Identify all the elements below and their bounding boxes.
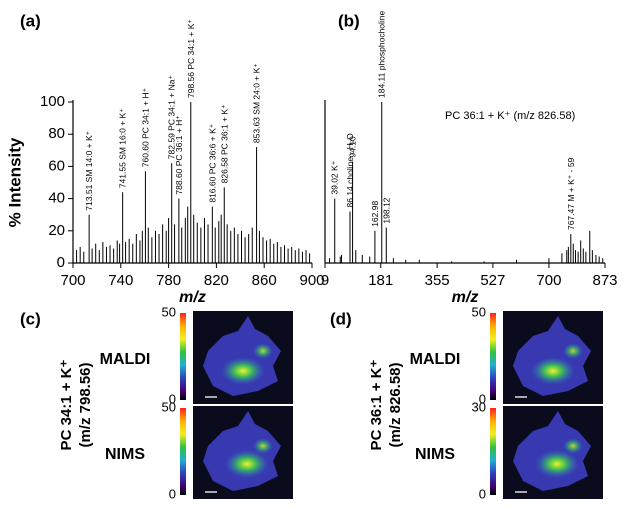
ion-label: PC 34:1 + K⁺ bbox=[58, 359, 75, 450]
y-tick-label: 100 bbox=[40, 93, 65, 110]
panel-label: (b) bbox=[338, 11, 360, 30]
x-tick-label: 820 bbox=[204, 272, 229, 289]
colorbar-label: 0 bbox=[169, 486, 176, 501]
colorbar-label: 0 bbox=[479, 486, 486, 501]
colorbar-label: 30 bbox=[472, 399, 486, 414]
colorbar-label: 50 bbox=[162, 304, 176, 319]
x-tick-label: 9 bbox=[321, 272, 329, 289]
method-label: MALDI bbox=[410, 351, 461, 368]
colorbar bbox=[180, 408, 186, 495]
peak-annotation: 767.47 M + K⁺ - 59 bbox=[566, 157, 576, 230]
peak-annotation: 782.59 PC 34:1 + Na⁺ bbox=[167, 75, 177, 160]
x-tick-label: 527 bbox=[480, 272, 505, 289]
ion-mz-label: (m/z 826.58) bbox=[387, 362, 404, 447]
hotspot bbox=[535, 450, 579, 478]
hotspot bbox=[221, 357, 265, 385]
x-tick-label: 780 bbox=[156, 272, 181, 289]
hotspot bbox=[563, 438, 583, 454]
x-tick-label: 355 bbox=[425, 272, 450, 289]
colorbar-label: 50 bbox=[472, 304, 486, 319]
y-tick-label: 60 bbox=[48, 157, 65, 174]
panel-label: (d) bbox=[330, 309, 352, 328]
peak-annotation: 713.51 SM 14:0 + K⁺ bbox=[84, 130, 94, 210]
peak-annotation: 162.98 bbox=[370, 201, 380, 227]
y-axis-label: % Intensity bbox=[5, 137, 24, 227]
x-tick-label: 181 bbox=[368, 272, 393, 289]
x-tick-label: 700 bbox=[536, 272, 561, 289]
colorbar bbox=[180, 313, 186, 400]
x-axis-label: m/z bbox=[452, 289, 479, 306]
peak-annotation: 86.14 choline - H₂O bbox=[345, 133, 355, 208]
colorbar-label: 0 bbox=[479, 391, 486, 406]
ion-mz-label: (m/z 798.56) bbox=[77, 362, 94, 447]
peak-annotation: 788.60 PC 36:1 + H⁺ bbox=[174, 115, 184, 195]
colorbar bbox=[490, 313, 496, 400]
peak-annotation: 798.56 PC 34:1 + K⁺ bbox=[186, 19, 196, 98]
peak-annotation: 741.55 SM 16:0 + K⁺ bbox=[118, 108, 128, 188]
colorbar-label: 0 bbox=[169, 391, 176, 406]
peak-annotation: 184.11 phosphocholine bbox=[377, 10, 387, 98]
x-tick-label: 860 bbox=[252, 272, 277, 289]
method-label: NIMS bbox=[105, 446, 145, 463]
x-tick-label: 900 bbox=[299, 272, 324, 289]
ion-image bbox=[193, 406, 293, 499]
note: PC 36:1 + K⁺ (m/z 826.58) bbox=[445, 110, 575, 122]
hotspot bbox=[531, 357, 575, 385]
peak-annotation: 198.12 bbox=[381, 197, 391, 223]
peak-annotation: 760.60 PC 34:1 + H⁺ bbox=[140, 87, 150, 167]
hotspot bbox=[253, 438, 273, 454]
x-tick-label: 740 bbox=[108, 272, 133, 289]
y-tick-label: 20 bbox=[48, 222, 65, 239]
peak-annotation: 826.58 PC 36:1 + K⁺ bbox=[219, 104, 229, 183]
x-tick-label: 873 bbox=[592, 272, 617, 289]
peak-annotation: 39.02 K⁺ bbox=[330, 160, 340, 194]
ion-image bbox=[503, 406, 603, 499]
peak-annotation: 853.63 SM 24:0 + K⁺ bbox=[252, 63, 262, 143]
method-label: NIMS bbox=[415, 446, 455, 463]
panel-label: (c) bbox=[20, 309, 41, 328]
ion-label: PC 36:1 + K⁺ bbox=[368, 359, 385, 450]
colorbar bbox=[490, 408, 496, 495]
y-tick-label: 80 bbox=[48, 125, 65, 142]
ion-image bbox=[503, 311, 603, 404]
peak-annotation: 816.60 PC 36:6 + K⁺ bbox=[207, 123, 217, 202]
peak-annotation: 94.10 bbox=[348, 136, 358, 158]
hotspot bbox=[563, 343, 583, 359]
x-tick-label: 700 bbox=[60, 272, 85, 289]
hotspot bbox=[225, 450, 269, 478]
method-label: MALDI bbox=[100, 351, 151, 368]
panel-label: (a) bbox=[20, 11, 41, 30]
ion-image bbox=[193, 311, 293, 404]
x-axis-label: m/z bbox=[179, 289, 206, 306]
hotspot bbox=[253, 343, 273, 359]
y-tick-label: 0 bbox=[57, 254, 65, 271]
colorbar-label: 50 bbox=[162, 399, 176, 414]
y-tick-label: 40 bbox=[48, 190, 65, 207]
